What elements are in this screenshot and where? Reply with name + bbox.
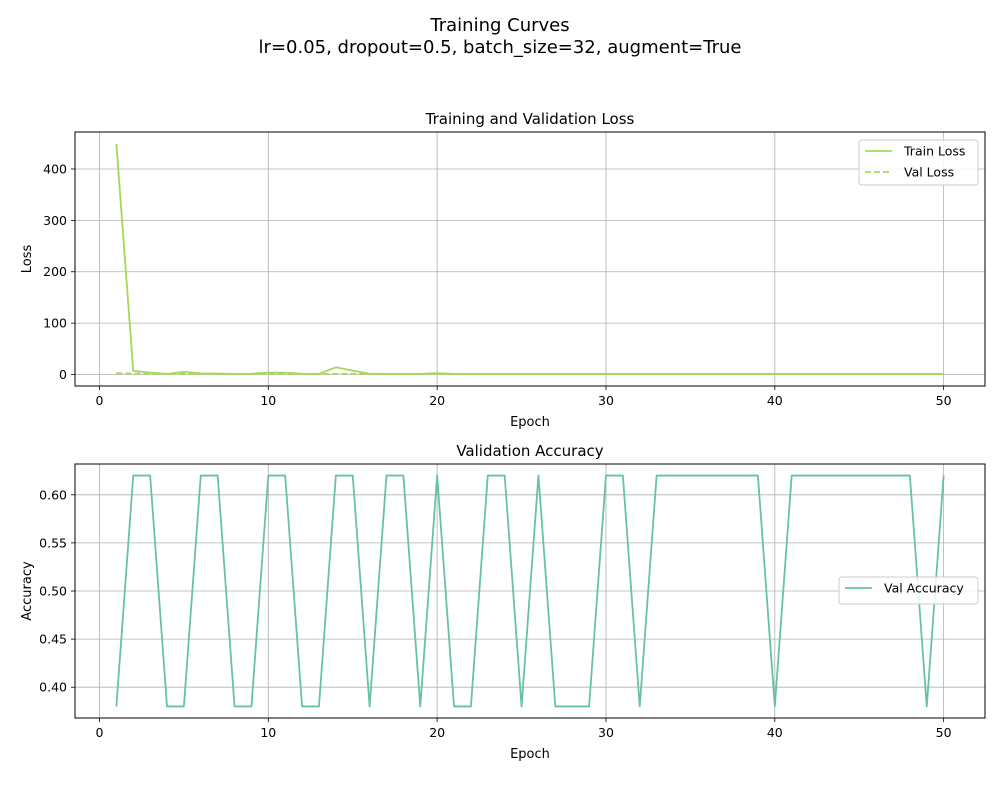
x-tick-label: 50 xyxy=(936,725,952,740)
plot-frame xyxy=(74,131,986,387)
x-tick-label: 40 xyxy=(767,725,783,740)
plot-frame xyxy=(74,463,986,719)
legend-box xyxy=(838,576,979,605)
y-tick-label: 0.40 xyxy=(39,680,67,695)
x-tick-label: 20 xyxy=(429,725,445,740)
y-tick-label: 300 xyxy=(43,213,67,228)
loss-chart: 0 10 20 30 40 50 0 100 200 300 400 Training and Val… xyxy=(20,110,986,430)
series-line-val-loss xyxy=(116,372,944,375)
y-tick-label: 0.45 xyxy=(39,632,67,647)
y-tick-label: 200 xyxy=(43,264,67,279)
y-tick-label: 0.50 xyxy=(39,584,67,599)
x-axis-label: Epoch xyxy=(510,415,550,430)
legend-label: Val Accuracy xyxy=(884,581,964,596)
x-tick-label: 0 xyxy=(96,725,104,740)
x-tick-label: 20 xyxy=(429,393,445,408)
y-tick-label: 0 xyxy=(59,367,67,382)
x-tick-label: 30 xyxy=(598,725,614,740)
y-tick-label: 100 xyxy=(43,316,67,331)
x-tick-label: 50 xyxy=(936,393,952,408)
x-tick-label: 10 xyxy=(260,393,276,408)
y-tick-label: 0.60 xyxy=(39,487,67,502)
series-line-val-accuracy xyxy=(115,474,945,708)
figure-title: Training Curves xyxy=(429,15,569,36)
x-tick-label: 30 xyxy=(598,393,614,408)
loss-chart-title: Training and Validation Loss xyxy=(425,110,635,128)
y-tick-label: 0.55 xyxy=(39,535,67,550)
x-axis-label: Epoch xyxy=(510,747,550,762)
accuracy-chart-title: Validation Accuracy xyxy=(456,442,603,460)
y-axis-label: Loss xyxy=(20,245,35,274)
x-tick-label: 10 xyxy=(260,725,276,740)
legend-label: Val Loss xyxy=(904,165,954,180)
x-tick-label: 40 xyxy=(767,393,783,408)
x-tick-label: 0 xyxy=(96,393,104,408)
accuracy-chart: 0 10 20 30 40 50 0.40 0.45 0.50 0.55 0.60 Validatio… xyxy=(20,442,986,762)
figure-subtitle: lr=0.05, dropout=0.5, batch_size=32, aug… xyxy=(259,37,742,58)
y-tick-label: 400 xyxy=(43,161,67,176)
y-axis-label: Accuracy xyxy=(20,561,35,621)
series-line-train-loss xyxy=(115,143,944,375)
legend-label: Train Loss xyxy=(903,144,965,159)
